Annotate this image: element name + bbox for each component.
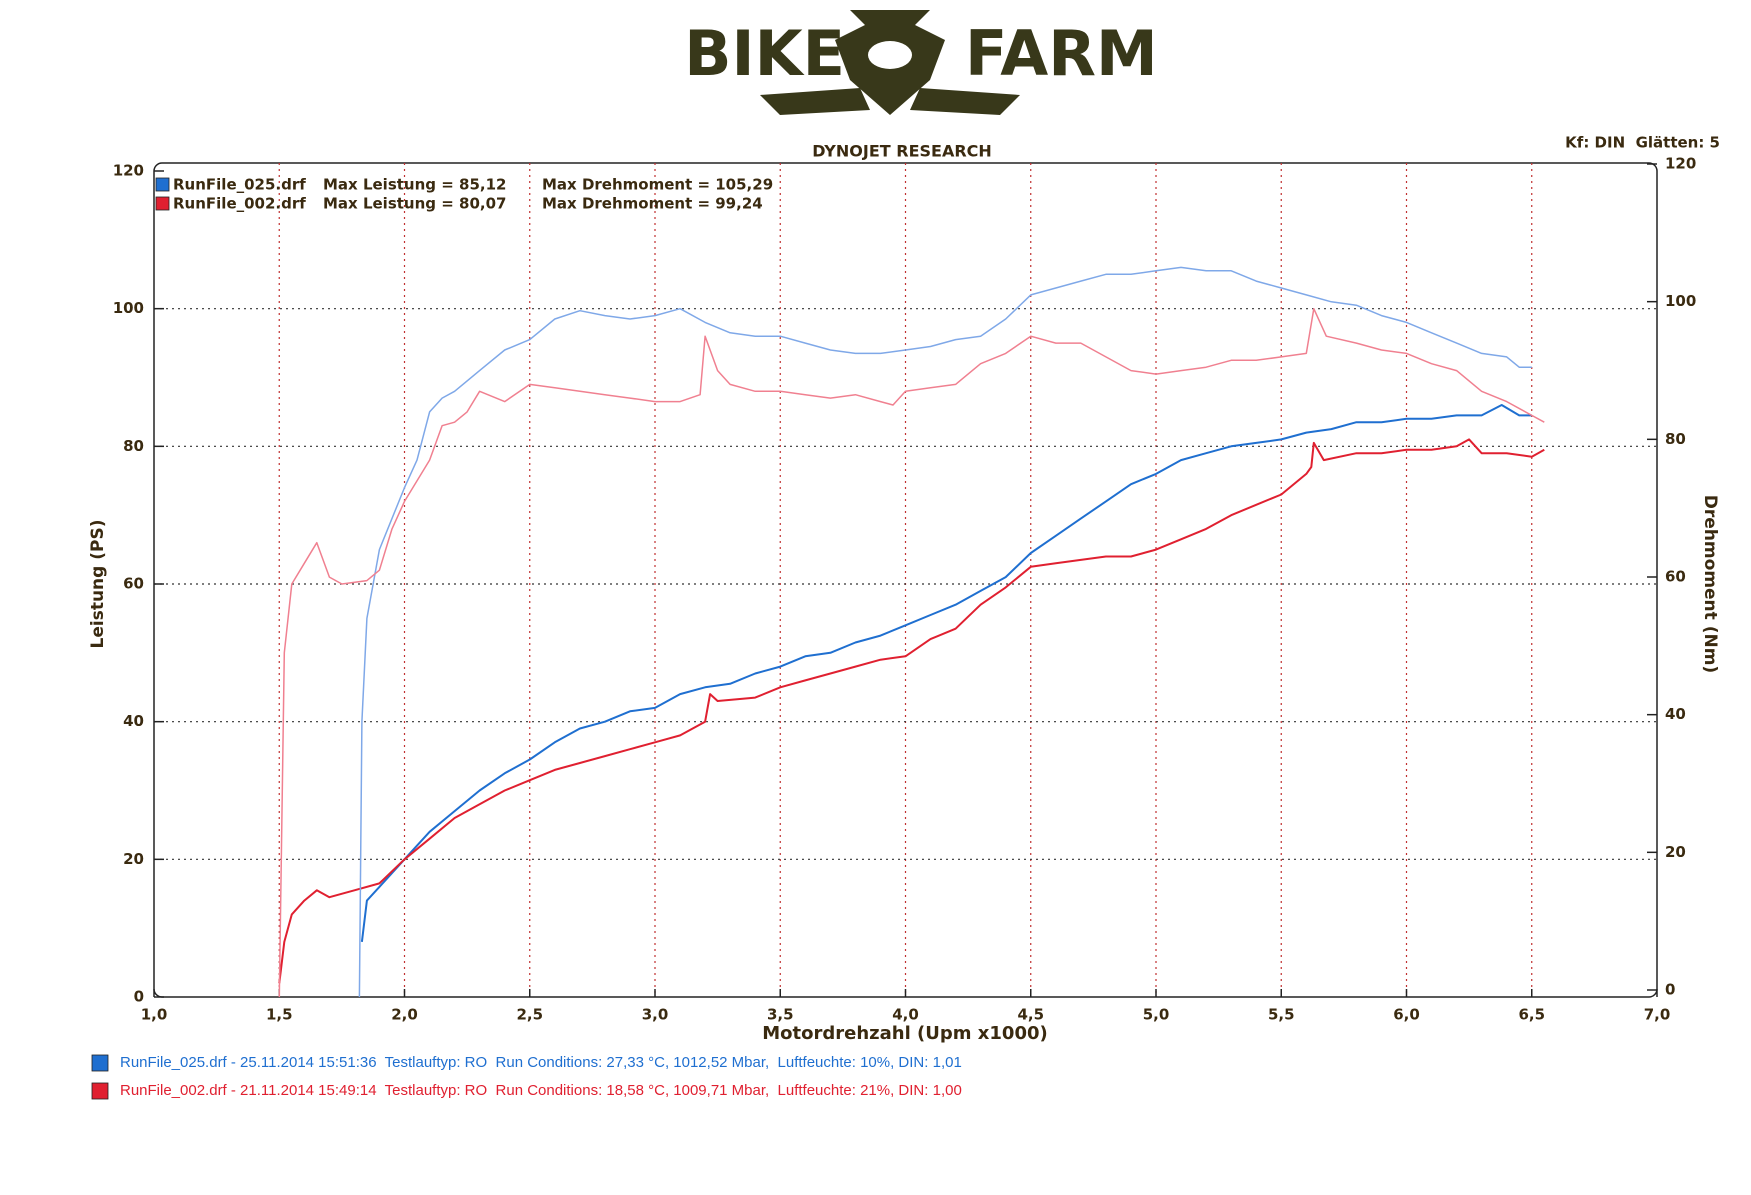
- x-tick-label: 6,0: [1393, 1006, 1420, 1024]
- x-tick-label: 3,5: [767, 1006, 794, 1024]
- logo-emblem: [868, 41, 912, 69]
- y2-tick-label: 120: [1665, 155, 1696, 173]
- logo: BIKE FARM: [684, 10, 1158, 115]
- settings-label: Kf: DIN Glätten: 5: [1565, 134, 1720, 152]
- data-line: [278, 438, 1545, 984]
- legend-stat: Max Leistung = 80,07: [323, 195, 506, 213]
- x-tick-label: 6,5: [1518, 1006, 1545, 1024]
- legend-label: RunFile_025.drf: [173, 176, 306, 194]
- logo-text: FARM: [965, 17, 1158, 90]
- x-tick-label: 1,0: [141, 1006, 168, 1024]
- footer-line: RunFile_025.drf - 25.11.2014 15:51:36 Te…: [120, 1054, 962, 1071]
- y2-tick-label: 20: [1665, 843, 1686, 861]
- legend-stat: Max Leistung = 85,12: [323, 176, 506, 194]
- footer-line: RunFile_002.drf - 21.11.2014 15:49:14 Te…: [120, 1082, 962, 1099]
- x-axis-label: Motordrehzahl (Upm x1000): [762, 1023, 1047, 1044]
- x-tick-label: 4,5: [1017, 1006, 1044, 1024]
- data-line: [358, 266, 1532, 998]
- logo-text: BIKE: [684, 17, 845, 90]
- x-tick-label: 5,0: [1143, 1006, 1170, 1024]
- chart-title: DYNOJET RESEARCH: [812, 142, 992, 161]
- legend-stat: Max Drehmoment = 99,24: [542, 195, 763, 213]
- y-tick-label: 0: [134, 988, 144, 1006]
- x-tick-label: 1,5: [266, 1006, 293, 1024]
- y2-tick-label: 100: [1665, 292, 1696, 310]
- footer-swatch: [91, 1054, 109, 1072]
- x-tick-label: 3,0: [642, 1006, 669, 1024]
- y-tick-label: 40: [123, 712, 144, 730]
- y2-tick-label: 80: [1665, 430, 1686, 448]
- legend-entry: RunFile_002.drf Max Leistung = 80,07 Max D…: [155, 195, 763, 213]
- x-tick-label: 7,0: [1644, 1006, 1671, 1024]
- legend-stat: Max Drehmoment = 105,29: [542, 176, 773, 194]
- y-tick-label: 20: [123, 850, 144, 868]
- x-tick-label: 2,5: [516, 1006, 543, 1024]
- logo-emblem: [760, 88, 1020, 115]
- y2-tick-label: 60: [1665, 568, 1686, 586]
- y2-tick-label: 0: [1665, 981, 1675, 999]
- data-line: [360, 404, 1532, 943]
- data-line: [278, 307, 1545, 998]
- legend-swatch: [155, 196, 170, 211]
- x-tick-label: 5,5: [1268, 1006, 1295, 1024]
- x-tick-label: 4,0: [892, 1006, 919, 1024]
- legend-swatch: [155, 177, 170, 192]
- y-tick-label: 100: [113, 299, 144, 317]
- footer-swatch: [91, 1082, 109, 1100]
- legend-entry: RunFile_025.drf Max Leistung = 85,12 Max D…: [155, 176, 773, 194]
- y-tick-label: 80: [123, 437, 144, 455]
- y2-axis-label: Drehmoment (Nm): [1700, 495, 1720, 673]
- y-tick-label: 120: [113, 162, 144, 180]
- x-tick-label: 2,0: [391, 1006, 418, 1024]
- y-tick-label: 60: [123, 575, 144, 593]
- y2-tick-label: 40: [1665, 705, 1686, 723]
- y-axis-label: Leistung (PS): [88, 520, 108, 649]
- legend-label: RunFile_002.drf: [173, 195, 306, 213]
